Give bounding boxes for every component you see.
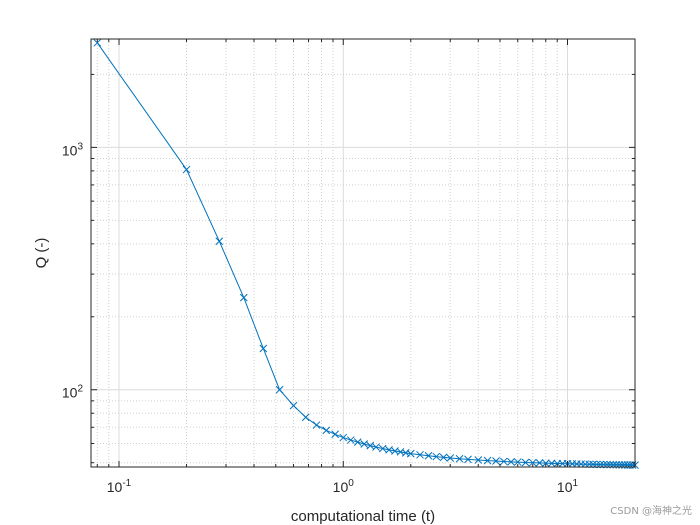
axis-ticks — [91, 39, 636, 467]
data-point-marker — [499, 457, 508, 466]
data-point-marker — [406, 449, 415, 458]
data-point-marker — [439, 453, 448, 462]
x-axis-label: computational time (t) — [291, 508, 435, 525]
data-point-marker — [366, 441, 375, 450]
data-point-marker — [301, 413, 310, 422]
x-tick-label: 100 — [333, 478, 355, 495]
data-point-marker — [464, 455, 472, 464]
plot-area-background — [91, 39, 635, 467]
data-point-marker — [378, 444, 387, 453]
data-point-marker — [483, 456, 492, 465]
data-point-marker — [322, 426, 331, 435]
data-point-marker — [528, 458, 537, 467]
x-tick-label: 10-1 — [107, 478, 132, 495]
data-point-marker — [215, 237, 224, 246]
grid-lines — [91, 39, 636, 467]
watermark: CSDN @海神之光 — [610, 506, 692, 517]
data-point-marker — [360, 440, 369, 448]
data-point-marker — [424, 451, 433, 460]
data-point-marker — [455, 454, 464, 463]
data-point-marker — [339, 433, 348, 442]
data-point-marker — [346, 436, 355, 444]
y-tick-label: 102 — [62, 384, 84, 401]
data-point-marker — [446, 454, 455, 462]
data-point-marker — [513, 458, 522, 466]
data-point-marker — [507, 458, 515, 466]
data-point-marker — [385, 445, 393, 454]
plot-area-border — [90, 38, 636, 468]
data-point-marker — [474, 456, 483, 464]
y-axis-label: Q (-) — [33, 238, 50, 269]
data-point-marker — [259, 344, 268, 353]
data-point-marker — [541, 459, 550, 467]
data-point-marker — [93, 38, 102, 47]
x-tick-label: 101 — [557, 478, 579, 495]
data-point-marker — [492, 457, 500, 465]
y-tick-label: 103 — [62, 141, 84, 158]
series-line — [96, 42, 636, 466]
data-point-marker — [416, 450, 424, 459]
series-layer — [93, 38, 639, 469]
axis-tick-labels: 10-1 100 101 102 103 — [62, 141, 579, 495]
data-point-marker — [432, 452, 441, 461]
data-point-marker — [372, 443, 380, 451]
data-point-marker — [353, 438, 362, 446]
data-point-marker — [331, 430, 339, 439]
data-point-marker — [289, 401, 298, 410]
data-point-marker — [535, 459, 544, 467]
data-point-marker — [239, 293, 248, 302]
data-point-marker — [312, 421, 321, 429]
data-point-marker — [275, 385, 284, 394]
data-point-marker — [521, 458, 530, 467]
data-point-marker — [182, 165, 191, 174]
